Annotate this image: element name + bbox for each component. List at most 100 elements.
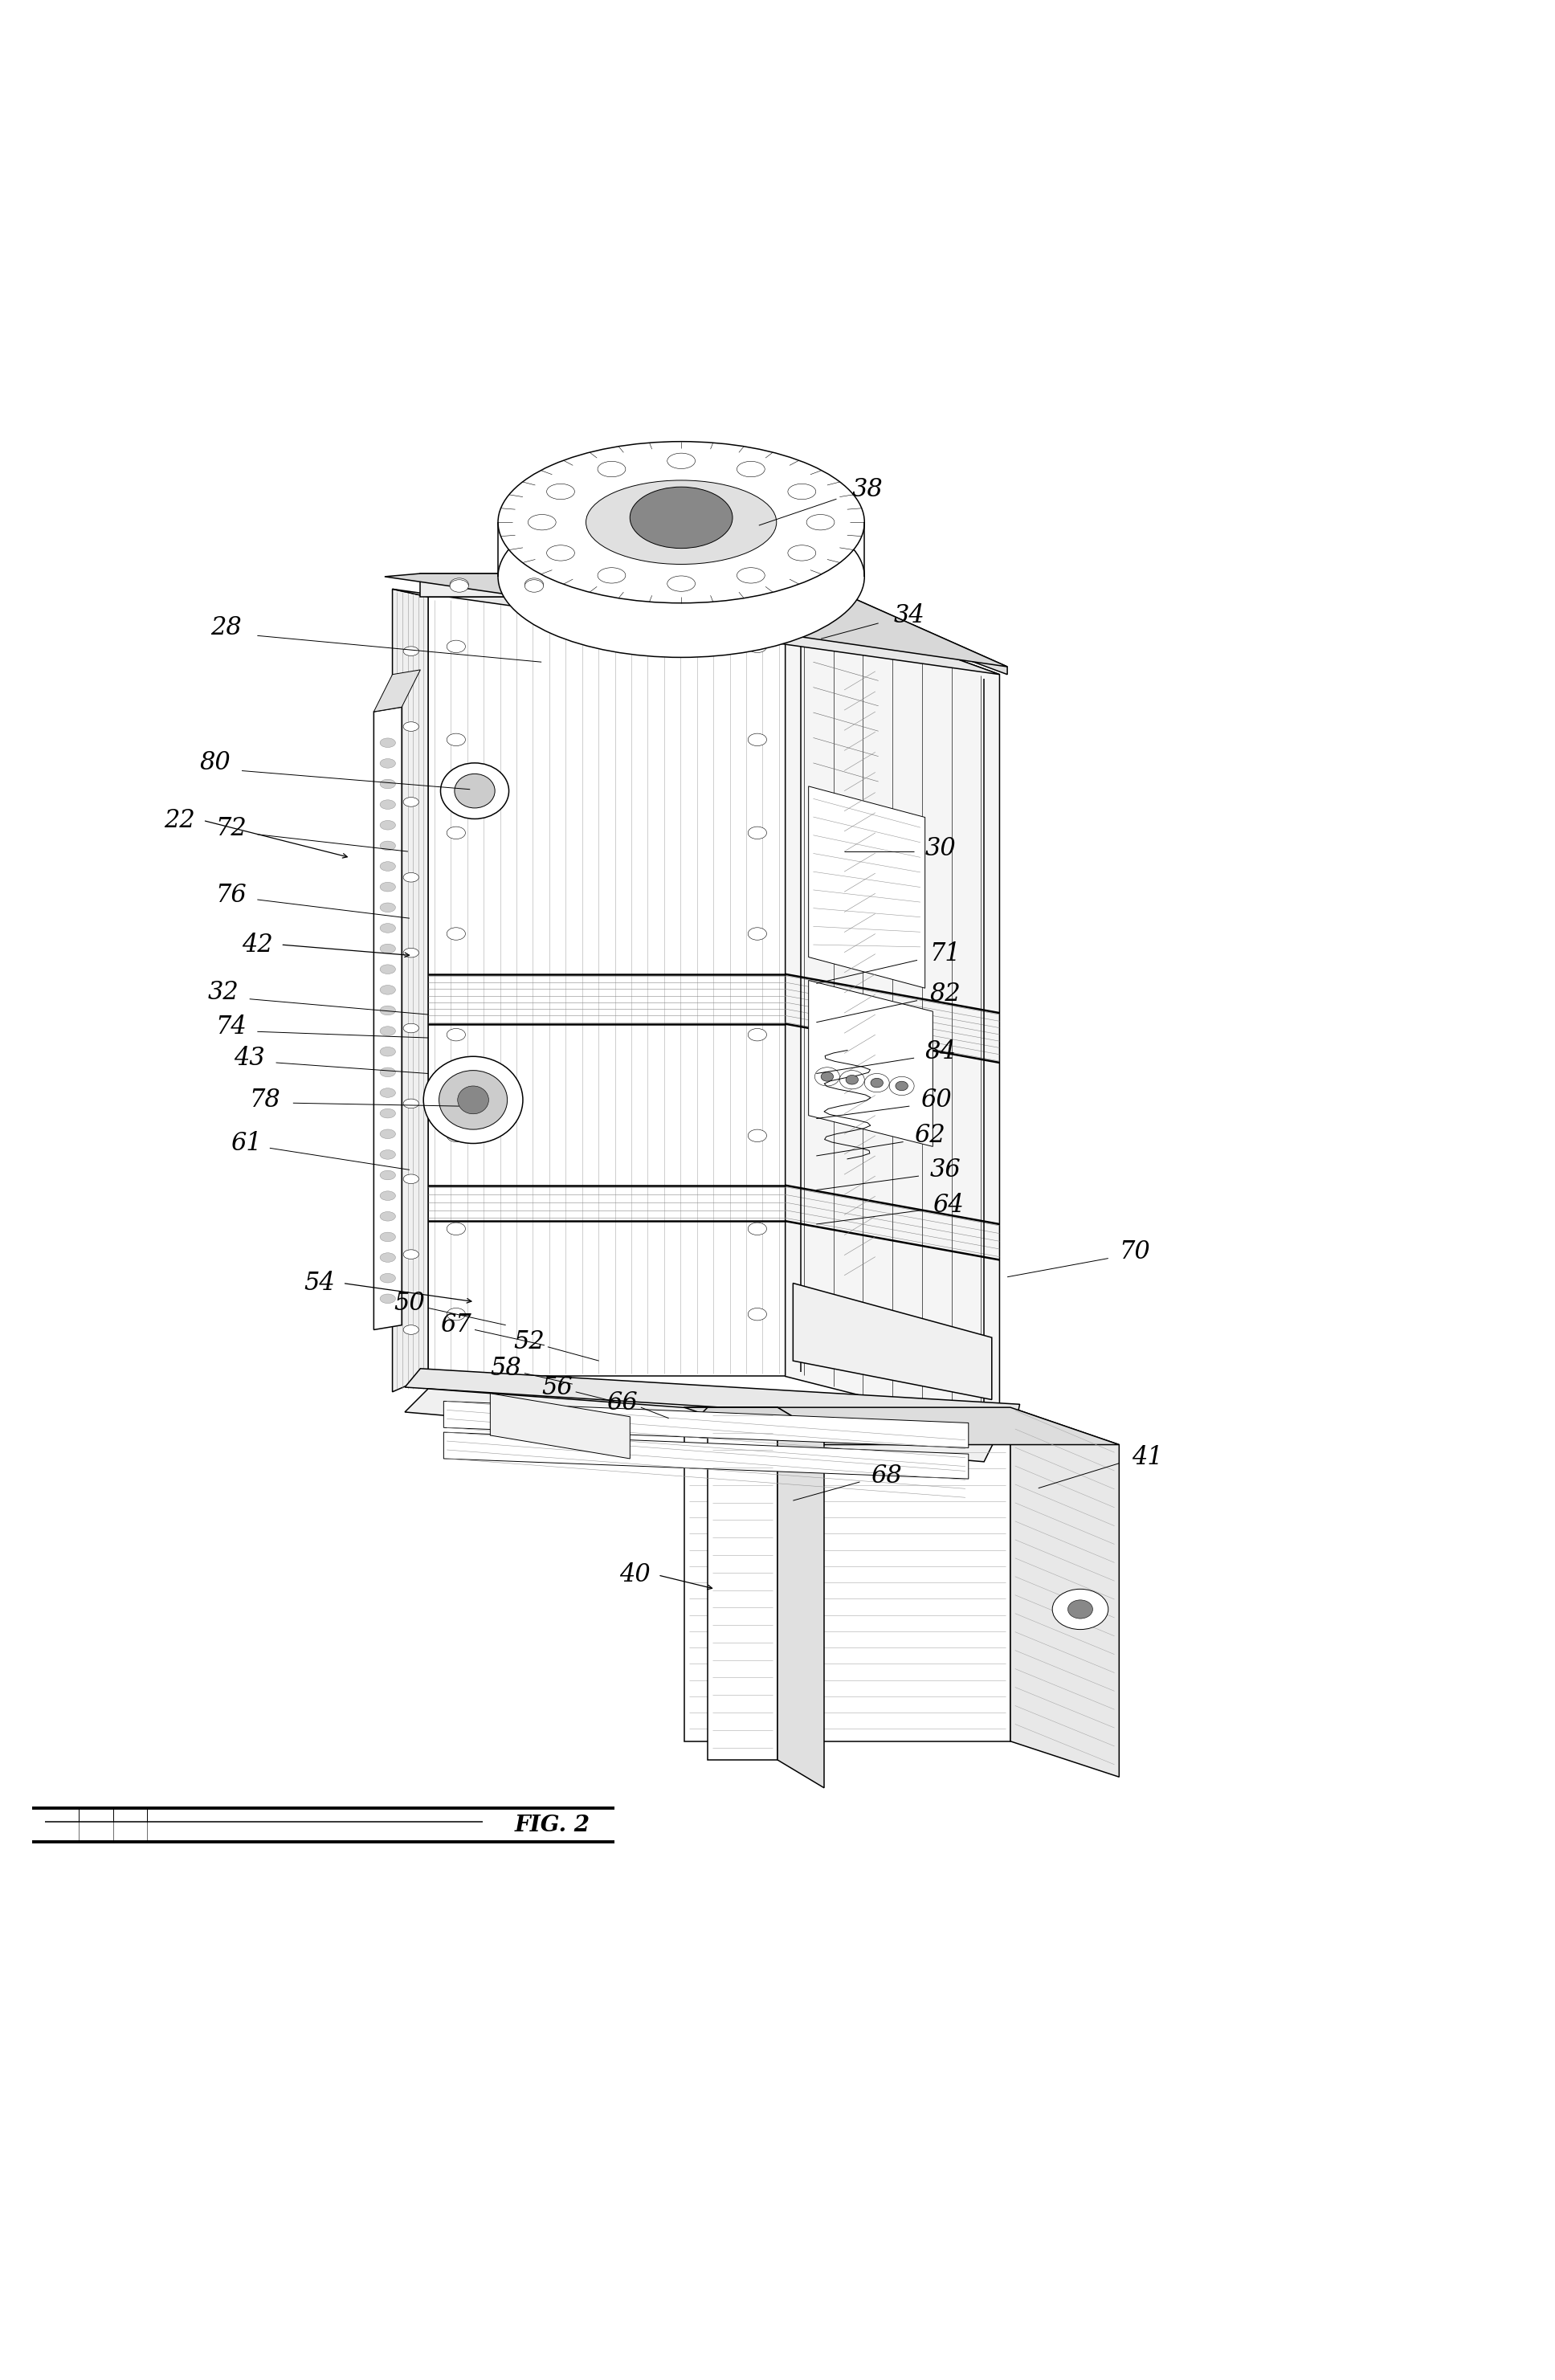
Ellipse shape [403,721,418,731]
Text: 22: 22 [165,807,196,833]
Ellipse shape [600,578,619,590]
Text: 34: 34 [894,602,925,628]
Polygon shape [692,1407,824,1435]
Ellipse shape [379,1233,395,1242]
Ellipse shape [547,545,575,562]
Polygon shape [392,590,1000,674]
Ellipse shape [446,640,465,652]
Ellipse shape [379,1069,395,1076]
Ellipse shape [379,902,395,912]
Text: FIG. 2: FIG. 2 [515,1814,589,1835]
Text: 84: 84 [925,1040,956,1064]
Ellipse shape [449,578,468,590]
Ellipse shape [379,1026,395,1035]
Polygon shape [793,1283,992,1399]
Text: 52: 52 [513,1330,544,1354]
Text: 67: 67 [440,1314,471,1338]
Ellipse shape [457,1085,488,1114]
Text: 60: 60 [921,1088,952,1111]
Ellipse shape [423,1057,522,1142]
Ellipse shape [379,738,395,747]
Polygon shape [404,1390,1000,1461]
Text: 58: 58 [490,1357,521,1380]
Ellipse shape [807,514,835,531]
Ellipse shape [889,1076,914,1095]
Ellipse shape [840,1071,865,1090]
Ellipse shape [379,1109,395,1119]
Ellipse shape [600,581,619,593]
Ellipse shape [1068,1599,1093,1618]
Ellipse shape [403,797,418,807]
Ellipse shape [748,928,767,940]
Text: 82: 82 [930,983,961,1007]
Polygon shape [708,1407,778,1759]
Polygon shape [443,1402,969,1447]
Polygon shape [392,590,428,1392]
Polygon shape [373,707,401,1330]
Polygon shape [798,574,1008,674]
Ellipse shape [379,800,395,809]
Polygon shape [443,1433,969,1478]
Text: 38: 38 [852,478,883,502]
Ellipse shape [586,481,776,564]
Ellipse shape [439,1071,507,1130]
Ellipse shape [750,578,768,590]
Ellipse shape [675,578,694,590]
Ellipse shape [403,873,418,883]
Ellipse shape [449,581,468,593]
Ellipse shape [547,483,575,500]
Ellipse shape [379,1007,395,1016]
Ellipse shape [403,1326,418,1335]
Ellipse shape [379,964,395,973]
Ellipse shape [529,514,557,531]
Ellipse shape [379,1252,395,1261]
Ellipse shape [748,1223,767,1235]
Ellipse shape [815,1066,840,1085]
Polygon shape [684,1407,1011,1742]
Text: 41: 41 [1132,1445,1163,1468]
Ellipse shape [379,1273,395,1283]
Ellipse shape [748,1028,767,1040]
Ellipse shape [846,1076,858,1085]
Ellipse shape [821,1071,833,1081]
Ellipse shape [597,462,625,476]
Text: 54: 54 [303,1271,334,1295]
Ellipse shape [446,928,465,940]
Ellipse shape [454,774,494,807]
Ellipse shape [498,495,865,657]
Ellipse shape [748,1130,767,1142]
Ellipse shape [737,569,765,583]
Text: 43: 43 [233,1045,264,1071]
Ellipse shape [446,1028,465,1040]
Ellipse shape [788,483,816,500]
Text: 70: 70 [1120,1240,1151,1264]
Ellipse shape [667,452,695,469]
Text: 42: 42 [241,933,272,957]
Text: 36: 36 [930,1157,961,1183]
Text: 76: 76 [215,883,247,907]
Text: 78: 78 [249,1088,280,1111]
Ellipse shape [750,581,768,593]
Text: 66: 66 [606,1390,638,1416]
Ellipse shape [871,1078,883,1088]
Ellipse shape [524,578,543,590]
Polygon shape [684,1407,1120,1445]
Ellipse shape [403,647,418,657]
Ellipse shape [446,1223,465,1235]
Ellipse shape [379,1190,395,1200]
Ellipse shape [379,1047,395,1057]
Text: 40: 40 [619,1564,650,1587]
Ellipse shape [737,462,765,476]
Polygon shape [778,1407,824,1787]
Ellipse shape [446,733,465,745]
Polygon shape [809,981,933,1147]
Ellipse shape [446,1130,465,1142]
Ellipse shape [498,443,865,602]
Ellipse shape [379,1088,395,1097]
Text: 68: 68 [871,1464,902,1488]
Ellipse shape [597,569,625,583]
Ellipse shape [379,840,395,850]
Polygon shape [420,574,798,597]
Ellipse shape [379,1295,395,1304]
Ellipse shape [379,883,395,892]
